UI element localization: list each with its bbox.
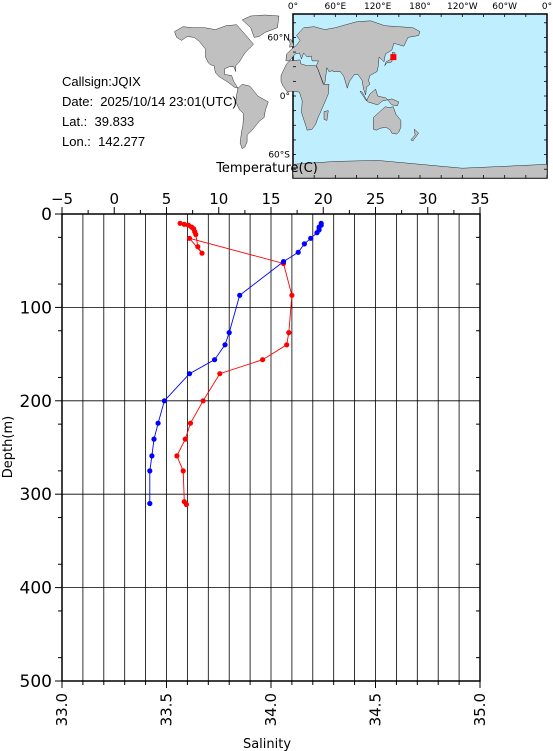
salinity-point — [280, 259, 287, 265]
temperature-tick-label: 5 — [162, 190, 172, 208]
salinity-point — [147, 468, 153, 474]
salinity-point — [295, 249, 301, 255]
temperature-point — [181, 221, 187, 227]
temperature-tick-label: 10 — [209, 190, 228, 208]
date-text: Date: 2025/10/14 23:01(UTC) — [62, 94, 237, 109]
map-lat-label: 60°S — [268, 151, 290, 161]
temperature-point — [186, 235, 193, 241]
temperature-tick-label: 30 — [418, 190, 437, 208]
salinity-point — [308, 235, 314, 241]
salinity-point — [149, 453, 155, 459]
temperature-point — [217, 371, 223, 377]
station-marker — [390, 54, 397, 61]
salinity-tick-label: 35.0 — [471, 693, 489, 726]
salinity-point — [314, 230, 320, 236]
depth-tick-label: 500 — [20, 672, 52, 692]
temperature-tick-label: 20 — [314, 190, 333, 208]
salinity-tick-label: 34.0 — [262, 693, 280, 726]
map-lon-label: 60°E — [325, 2, 347, 12]
map-lat-label: 60°N — [267, 33, 290, 43]
land-europe-asia — [285, 20, 421, 96]
grid — [62, 214, 480, 681]
temperature-tick-label: −5 — [51, 190, 73, 208]
land-indonesia — [359, 88, 400, 107]
temperature-point — [260, 357, 266, 363]
temperature-point — [187, 420, 194, 426]
depth-tick-label: 200 — [20, 392, 52, 412]
temperature-point — [177, 220, 183, 226]
salinity-point — [226, 330, 232, 336]
bottom-axis-title: Salinity — [243, 737, 291, 751]
salinity-point — [237, 292, 243, 298]
salinity-point — [161, 398, 167, 404]
temperature-point — [182, 436, 188, 442]
salinity-tick-label: 34.5 — [367, 693, 385, 726]
temperature-point — [193, 231, 199, 238]
temperature-tick-label: 0 — [109, 190, 119, 208]
temperature-point — [200, 398, 206, 404]
salinity-tick-label: 33.0 — [53, 693, 71, 726]
land-africa — [280, 59, 330, 131]
salinity-point — [301, 241, 307, 247]
land-australia — [373, 106, 402, 135]
world-map: 0° 60°E 120°E 180° 120°W 60°W 0° 60°N 0° 60°S — [174, 2, 552, 179]
temperature-tick-label: 25 — [366, 190, 385, 208]
y-axis-title: Depth(m) — [1, 416, 16, 478]
depth-tick-label: 300 — [20, 485, 52, 505]
salinity-point — [151, 436, 157, 442]
land-madagascar — [323, 110, 329, 121]
temperature-tick-label: 35 — [470, 190, 489, 208]
station-info: Callsign:JQIX Date: 2025/10/14 23:01(UTC… — [62, 72, 237, 152]
salinity-point — [186, 371, 193, 377]
land-north-america — [174, 24, 254, 89]
depth-tick-label: 400 — [20, 579, 52, 599]
salinity-point — [147, 500, 153, 507]
lat-text: Lat.: 39.833 — [62, 114, 135, 129]
callsign-text: Callsign:JQIX — [62, 74, 141, 89]
temperature-point — [284, 342, 290, 348]
land-uk — [288, 39, 294, 48]
temperature-point — [199, 250, 205, 256]
map-lon-label: 120°E — [364, 2, 392, 12]
salinity-point — [155, 420, 161, 426]
land-greenland — [241, 14, 280, 38]
map-lon-label: 180° — [409, 2, 431, 12]
temperature-tick-label: 15 — [261, 190, 280, 208]
temperature-point — [174, 453, 180, 459]
depth-tick-label: 0 — [41, 205, 52, 225]
land-new-zealand — [410, 128, 419, 142]
salinity-tick-label: 33.5 — [158, 693, 176, 726]
salinity-point — [222, 342, 228, 348]
lon-text: Lon.: 142.277 — [62, 134, 146, 149]
top-axis-title: Temperature(C) — [215, 161, 318, 176]
temperature-point — [195, 244, 201, 250]
temperature-point — [286, 330, 292, 336]
map-lon-label: 120°W — [447, 2, 478, 12]
temperature-point — [289, 292, 295, 298]
land-south-america — [235, 84, 269, 150]
map-land — [174, 14, 548, 179]
depth-tick-label: 100 — [20, 298, 52, 318]
temperature-point — [183, 501, 189, 508]
temperature-point — [180, 468, 186, 474]
map-lat-label: 0° — [280, 92, 290, 102]
salinity-point — [212, 357, 218, 363]
map-lon-label: 60°W — [492, 2, 517, 12]
map-lon-label: 0° — [288, 2, 298, 12]
map-lon-label: 0° — [542, 2, 552, 12]
